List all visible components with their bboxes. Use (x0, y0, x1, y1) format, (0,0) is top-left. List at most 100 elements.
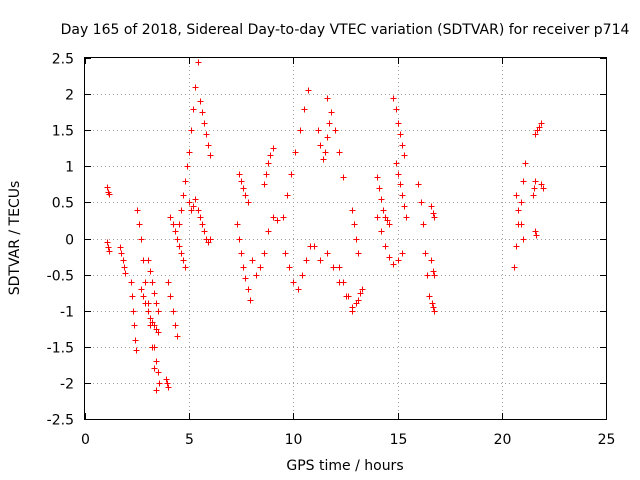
data-point-marker (149, 279, 156, 286)
plot-frame (84, 57, 607, 420)
y-tick-labels: 2.5 2 1.5 1 0.5 0 -0.5 -1 -1.5 -2 -2.5 (47, 52, 74, 429)
data-point-marker (424, 272, 431, 279)
data-point-marker (393, 160, 400, 167)
data-point-marker (197, 98, 204, 105)
chart-title: Day 165 of 2018, Sidereal Day-to-day VTE… (61, 22, 630, 38)
data-point-marker (207, 236, 214, 243)
data-point-marker (395, 257, 402, 264)
data-point-marker (192, 84, 199, 91)
data-point-marker (156, 380, 163, 387)
data-point-marker (520, 236, 527, 243)
data-point-marker (518, 199, 525, 206)
y-tick-label: -0.5 (47, 269, 74, 285)
data-point-marker (399, 142, 406, 149)
data-point-marker (153, 358, 160, 365)
data-point-marker (257, 264, 264, 271)
data-point-marker (134, 207, 141, 214)
data-point-marker (190, 203, 197, 210)
data-point-marker (133, 347, 140, 354)
data-point-marker (121, 264, 128, 271)
data-point-marker (295, 286, 302, 293)
data-point-marker (106, 248, 113, 255)
data-point-marker (340, 279, 347, 286)
data-point-marker (186, 149, 193, 156)
data-point-marker (136, 221, 143, 228)
data-point-marker (197, 214, 204, 221)
data-point-marker (317, 142, 324, 149)
data-point-marker (253, 272, 260, 279)
data-point-marker (380, 207, 387, 214)
data-point-marker (538, 120, 545, 127)
data-point-marker (349, 308, 356, 315)
y-tick-label: -2.5 (47, 413, 74, 429)
data-point-marker (511, 264, 518, 271)
data-point-marker (151, 344, 158, 351)
data-point-marker (324, 134, 331, 141)
data-point-marker (374, 214, 381, 221)
data-point-marker (236, 171, 243, 178)
data-point-marker (374, 174, 381, 181)
data-point-marker (265, 228, 272, 235)
data-point-marker (284, 192, 291, 199)
data-point-marker (359, 286, 366, 293)
data-point-marker (151, 290, 158, 297)
data-point-marker (532, 178, 539, 185)
y-axis-label: SDTVAR / TECUs (7, 181, 23, 296)
data-point-marker (167, 293, 174, 300)
data-point-marker (270, 145, 277, 152)
data-point-marker (138, 236, 145, 243)
data-point-marker (178, 207, 185, 214)
data-point-marker (393, 106, 400, 113)
data-point-marker (240, 264, 247, 271)
data-point-marker (267, 152, 274, 159)
data-point-marker (130, 308, 137, 315)
data-point-marker (199, 221, 206, 228)
data-point-marker (330, 264, 337, 271)
data-point-marker (174, 236, 181, 243)
x-tick-label: 15 (390, 432, 408, 448)
data-point-marker (531, 185, 538, 192)
data-point-marker (128, 279, 135, 286)
data-point-marker (192, 196, 199, 203)
data-point-marker (178, 250, 185, 257)
data-point-marker (336, 149, 343, 156)
x-tick-label: 20 (494, 432, 512, 448)
data-point-marker (201, 228, 208, 235)
data-point-marker (426, 293, 433, 300)
data-point-marker (418, 199, 425, 206)
data-point-marker (320, 156, 327, 163)
data-point-marker (518, 221, 525, 228)
data-point-marker (245, 286, 252, 293)
data-point-marker (261, 181, 268, 188)
data-point-marker (147, 268, 154, 275)
data-point-marker (345, 293, 352, 300)
y-tick-label: 0 (65, 233, 74, 249)
data-point-marker (532, 131, 539, 138)
data-point-marker (188, 127, 195, 134)
data-point-marker (430, 304, 437, 311)
data-point-marker (142, 279, 149, 286)
data-point-marker (311, 243, 318, 250)
y-tick-label: -1.5 (47, 341, 74, 357)
data-point-marker (538, 181, 545, 188)
data-point-marker (153, 300, 160, 307)
data-point-marker (533, 232, 540, 239)
data-point-marker (238, 178, 245, 185)
data-point-marker (403, 214, 410, 221)
data-point-marker (188, 207, 195, 214)
y-tick-label: 2.5 (52, 52, 74, 68)
data-point-marker (401, 152, 408, 159)
data-point-marker (118, 250, 125, 257)
data-point-marker (122, 270, 129, 277)
data-point-marker (167, 214, 174, 221)
x-tick-label: 25 (598, 432, 616, 448)
data-point-marker (147, 315, 154, 322)
data-point-marker (242, 275, 249, 282)
data-point-marker (207, 152, 214, 159)
x-tick-label: 5 (185, 432, 194, 448)
data-point-marker (190, 106, 197, 113)
data-point-marker (238, 250, 245, 257)
data-point-marker (390, 261, 397, 268)
data-point-marker (399, 192, 406, 199)
